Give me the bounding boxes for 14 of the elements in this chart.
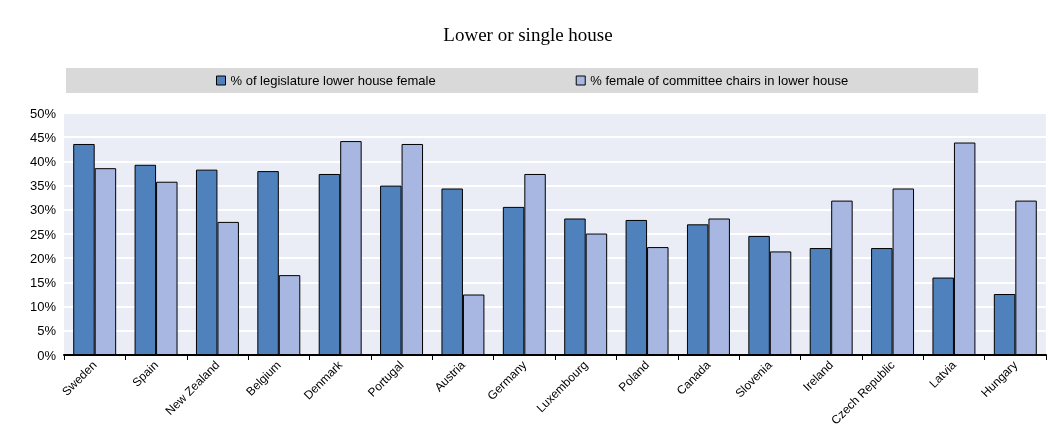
chart-title: Lower or single house [443, 24, 613, 45]
y-tick-label: 10% [29, 299, 57, 315]
y-tick-label: 45% [29, 129, 57, 145]
y-tick-label: 0% [37, 347, 57, 363]
y-tick-label: 35% [29, 178, 57, 194]
y-tick-label: 25% [29, 226, 57, 242]
legend-label: % female of committee chairs in lower house [590, 73, 849, 88]
y-tick-label: 40% [29, 153, 57, 169]
legend-label: % of legislature lower house female [230, 73, 436, 88]
y-tick-label: 15% [29, 274, 57, 290]
y-tick-label: 5% [37, 323, 57, 339]
y-tick-label: 50% [29, 105, 57, 121]
y-tick-label: 20% [29, 250, 57, 266]
y-tick-label: 30% [29, 202, 57, 218]
